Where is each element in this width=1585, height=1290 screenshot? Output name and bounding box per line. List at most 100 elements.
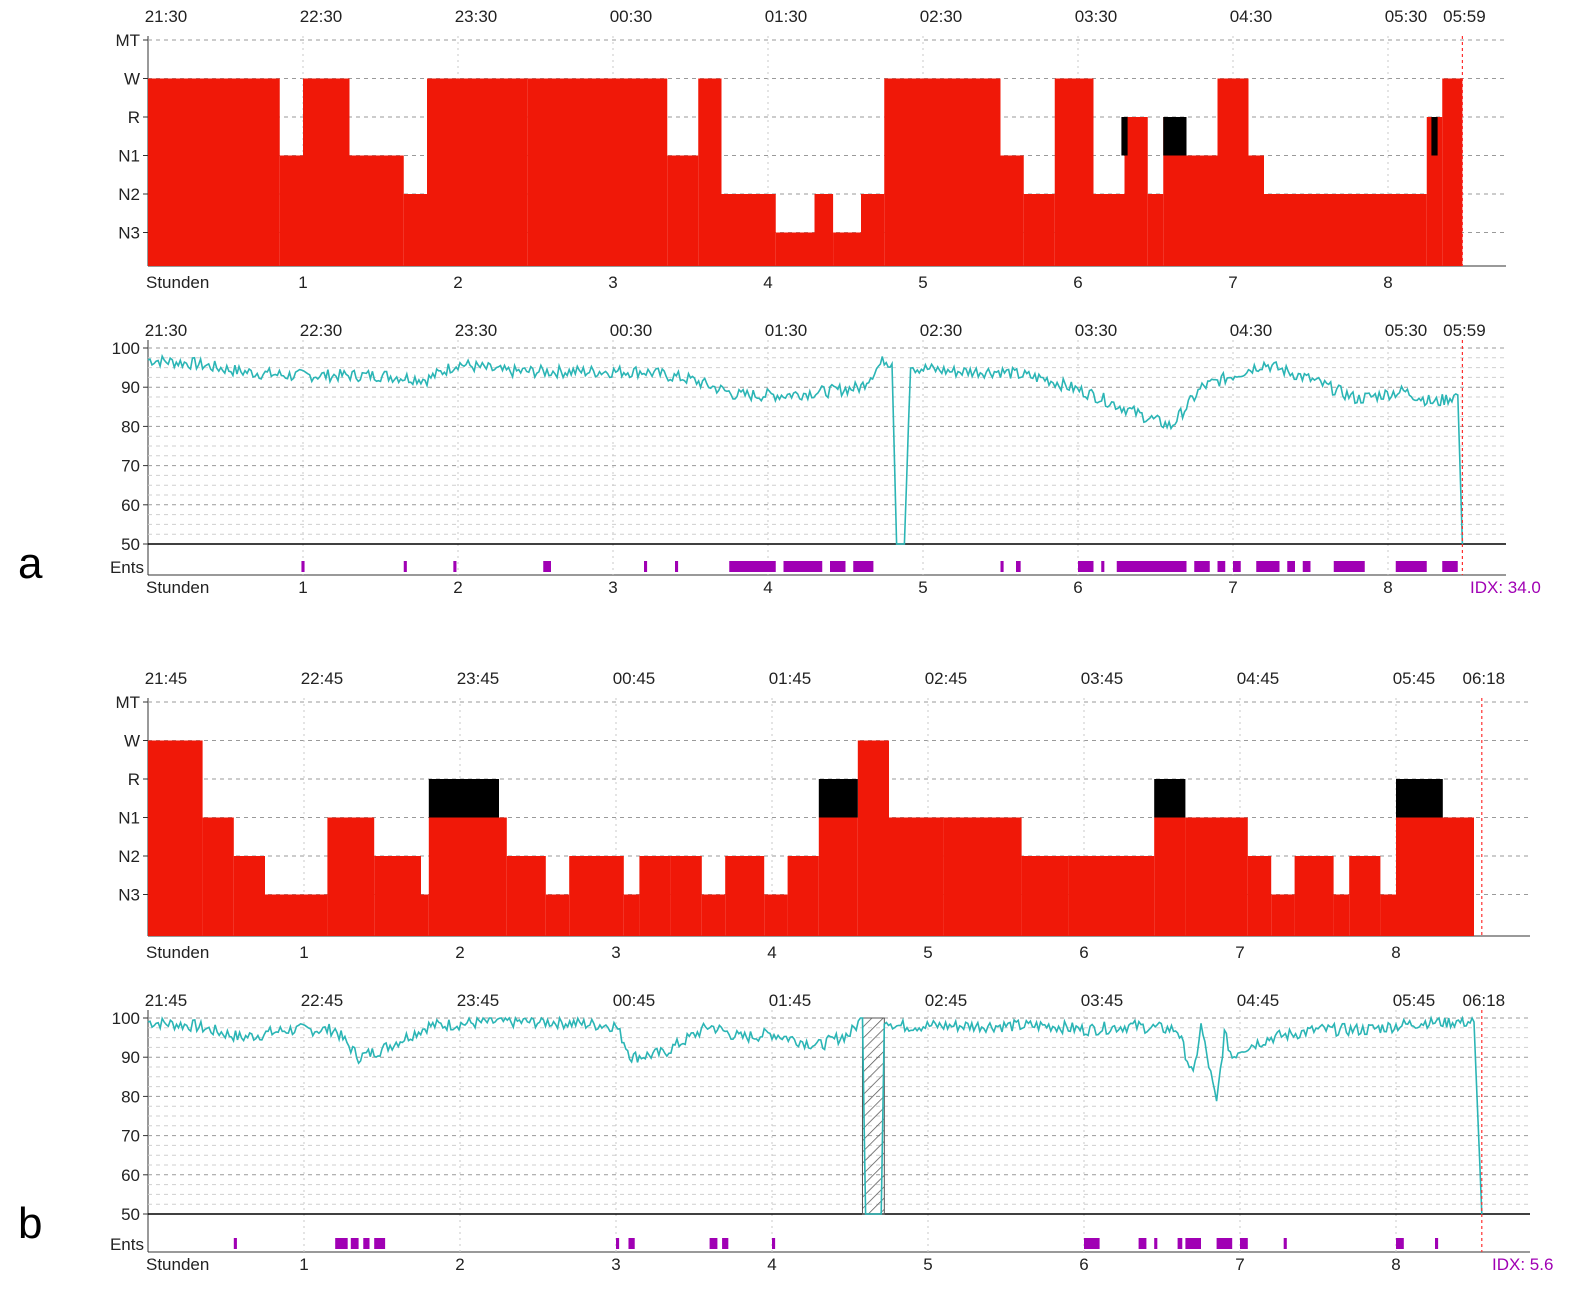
stage-segment-n2 xyxy=(639,856,671,936)
events-row-label: Ents xyxy=(110,1235,144,1254)
time-tick-label: 23:45 xyxy=(457,669,500,688)
event-bar xyxy=(1138,1238,1147,1249)
stage-segment-n2 xyxy=(403,194,427,266)
stage-segment-n2 xyxy=(725,856,765,936)
rem-block xyxy=(1396,779,1443,818)
stage-segment-n2 xyxy=(814,194,834,266)
time-tick-label: 00:30 xyxy=(610,321,653,340)
stage-segment-n2 xyxy=(1068,856,1123,936)
x-axis-title: Stunden xyxy=(146,943,209,962)
stage-segment-n2 xyxy=(1388,194,1427,266)
stage-segment-n2 xyxy=(1023,194,1055,266)
hour-tick-label: 7 xyxy=(1235,1255,1244,1274)
event-bar xyxy=(1016,561,1021,572)
event-bar xyxy=(1395,561,1427,572)
time-tick-label: 00:45 xyxy=(613,991,656,1010)
y-tick-label: 50 xyxy=(121,1205,140,1224)
event-bar xyxy=(616,1238,620,1249)
time-tick-label: 02:45 xyxy=(925,991,968,1010)
hour-tick-label: 1 xyxy=(298,273,307,292)
event-bar xyxy=(1101,561,1105,572)
y-tick-label: 50 xyxy=(121,535,140,554)
stage-segment-w xyxy=(1217,78,1249,266)
event-bar xyxy=(729,561,776,572)
time-tick-label: 04:30 xyxy=(1230,7,1273,26)
hour-tick-label: 3 xyxy=(608,578,617,597)
stage-segment-n3 xyxy=(764,894,788,936)
stage-segment-n2 xyxy=(1295,194,1388,266)
event-bar xyxy=(772,1238,776,1249)
event-bar xyxy=(1154,1238,1158,1249)
stage-segment-n2 xyxy=(1021,856,1069,936)
time-tick-label: 23:30 xyxy=(455,321,498,340)
hour-tick-label: 3 xyxy=(611,943,620,962)
stage-segment-n1 xyxy=(1435,817,1474,936)
hour-tick-label: 7 xyxy=(1235,943,1244,962)
stage-segment-n2 xyxy=(569,856,624,936)
event-bar xyxy=(853,561,874,572)
stage-segment-n2 xyxy=(233,856,265,936)
stage-segment-n1 xyxy=(667,155,699,266)
spo2-chart-a: 50 60 70 80 90 100 Ents 21:30 22:30 23:30 00:30 01:… xyxy=(110,321,1541,597)
stage-segment-r xyxy=(1426,117,1443,266)
event-bar xyxy=(1283,1238,1287,1249)
event-bar xyxy=(403,561,407,572)
time-tick-label: 03:45 xyxy=(1081,991,1124,1010)
stage-segment-n3 xyxy=(1380,894,1396,936)
time-tick-label: 04:45 xyxy=(1237,669,1280,688)
event-bar xyxy=(1216,1238,1233,1249)
event-bar xyxy=(363,1238,370,1249)
spo2-series-line xyxy=(147,1015,1483,1215)
hour-tick-label: 7 xyxy=(1228,273,1237,292)
hour-tick-label: 3 xyxy=(608,273,617,292)
time-tick-label: 05:59 xyxy=(1443,321,1486,340)
hour-tick-label: 4 xyxy=(763,273,772,292)
stage-segment-n1 xyxy=(279,155,303,266)
stage-segment-w xyxy=(1054,78,1094,266)
event-bar xyxy=(722,1238,729,1249)
time-tick-label: 04:45 xyxy=(1237,991,1280,1010)
time-tick-label: 21:30 xyxy=(145,7,188,26)
time-tick-label: 05:30 xyxy=(1385,7,1428,26)
time-tick-label: 02:30 xyxy=(920,7,963,26)
stage-segment-n1 xyxy=(1396,817,1435,936)
rem-block xyxy=(1121,117,1128,156)
event-bar xyxy=(233,1238,237,1249)
stage-segment-n2 xyxy=(1123,856,1155,936)
stage-segment-n2 xyxy=(1147,194,1164,266)
stage-segment-n2 xyxy=(721,194,753,266)
y-tick-label: 60 xyxy=(121,1166,140,1185)
stage-label: R xyxy=(128,770,140,789)
hour-tick-label: 6 xyxy=(1079,1255,1088,1274)
time-tick-label: 02:45 xyxy=(925,669,968,688)
time-tick-label: 21:45 xyxy=(145,991,188,1010)
event-bar xyxy=(1233,561,1241,572)
hour-tick-label: 3 xyxy=(611,1255,620,1274)
hour-tick-label: 8 xyxy=(1391,1255,1400,1274)
event-bar xyxy=(830,561,846,572)
event-bar xyxy=(1116,561,1187,572)
rem-block xyxy=(1154,779,1186,818)
hour-tick-label: 5 xyxy=(918,273,927,292)
events-row-label: Ents xyxy=(110,558,144,577)
stage-label: R xyxy=(128,108,140,127)
stage-segment-w xyxy=(857,740,889,936)
stage-segment-n2 xyxy=(1264,194,1295,266)
event-bar xyxy=(1396,1238,1404,1249)
hour-tick-label: 2 xyxy=(453,578,462,597)
time-tick-label: 01:45 xyxy=(769,991,812,1010)
y-tick-label: 90 xyxy=(121,1048,140,1067)
spo2-chart-b: 50 60 70 80 90 100 Ents 21:45 22:45 23:45 00:45 01:… xyxy=(110,991,1553,1274)
stage-segment-n2 xyxy=(1349,856,1381,936)
event-bar xyxy=(1240,1238,1248,1249)
stage-segment-r xyxy=(1124,117,1148,266)
rem-block xyxy=(818,779,858,818)
stage-segment-w xyxy=(527,78,668,266)
stage-segment-w xyxy=(1442,78,1463,266)
stage-segment-n1 xyxy=(1000,155,1024,266)
event-bar xyxy=(783,561,823,572)
hypnogram-chart-b: MT WR N1 N2 N3 21:45 22:45 23:45 00:45 01:45 02:45… xyxy=(115,669,1530,962)
time-tick-label: 22:45 xyxy=(301,669,344,688)
stage-segment-n1 xyxy=(349,155,404,266)
